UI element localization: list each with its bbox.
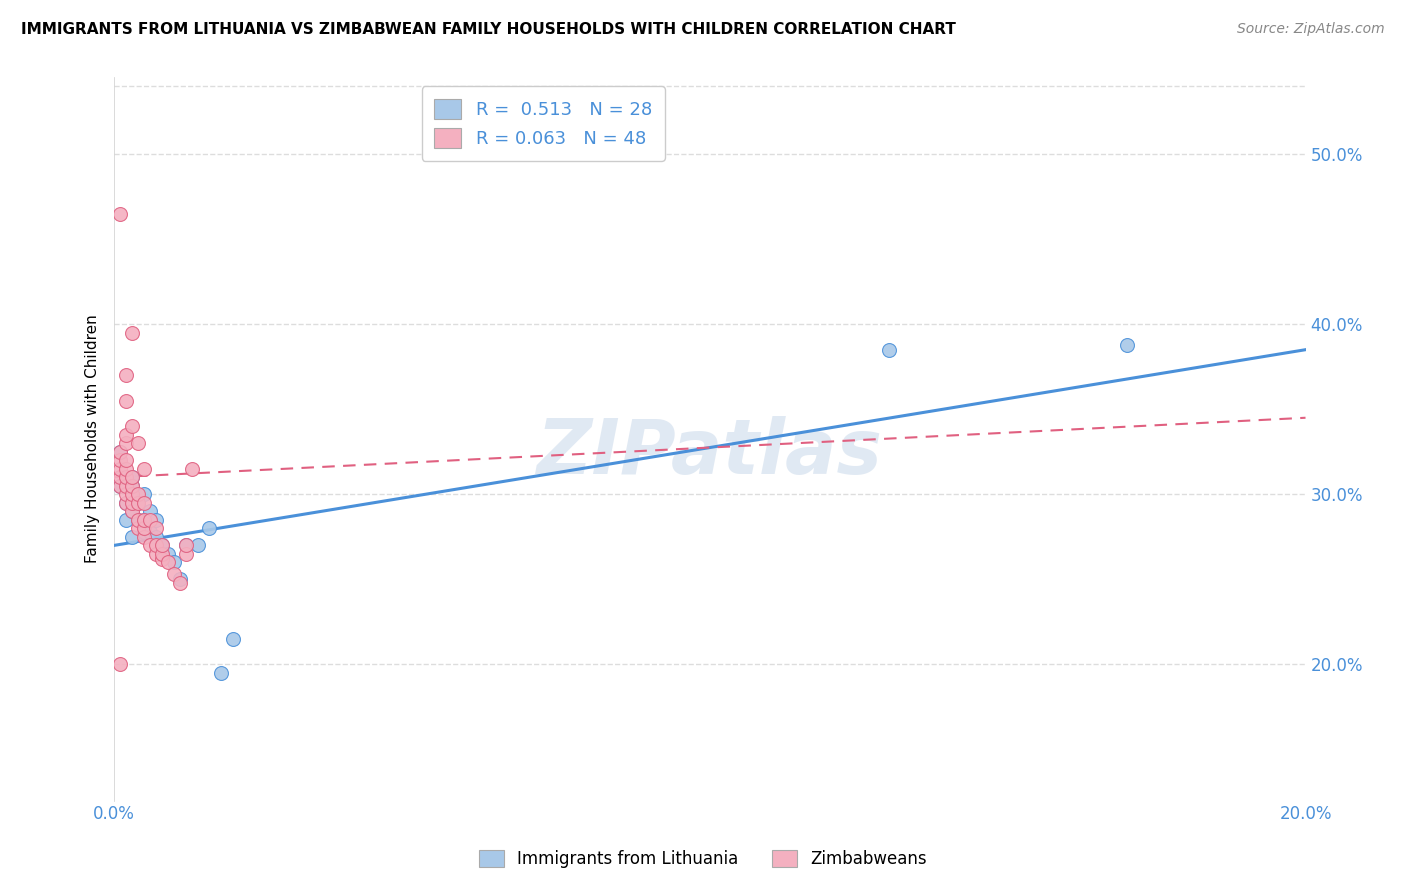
Point (127, 513, 149, 527)
Point (127, 521, 149, 535)
Point (132, 524, 155, 539)
Legend: Immigrants from Lithuania, Zimbabweans: Immigrants from Lithuania, Zimbabweans (472, 843, 934, 875)
Point (132, 487, 155, 501)
Point (115, 436, 138, 450)
Point (145, 538, 167, 552)
Text: ZIPatlas: ZIPatlas (537, 417, 883, 491)
Point (121, 530, 143, 544)
Text: Source: ZipAtlas.com: Source: ZipAtlas.com (1237, 22, 1385, 37)
Point (121, 479, 143, 493)
Point (209, 665, 232, 680)
Point (115, 496, 138, 510)
Point (132, 521, 155, 535)
Point (174, 538, 197, 552)
Point (108, 470, 131, 484)
Point (115, 462, 138, 476)
Point (150, 547, 173, 561)
Point (108, 444, 131, 458)
Point (222, 632, 245, 646)
Point (127, 436, 149, 450)
Point (127, 496, 149, 510)
Point (132, 496, 155, 510)
Point (145, 530, 167, 544)
Point (115, 479, 138, 493)
Point (121, 504, 143, 518)
Point (121, 496, 143, 510)
Legend: R =  0.513   N = 28, R = 0.063   N = 48: R = 0.513 N = 28, R = 0.063 N = 48 (422, 87, 665, 161)
Point (121, 470, 143, 484)
Point (163, 567, 186, 582)
Point (877, 343, 900, 357)
Point (121, 504, 143, 518)
Point (108, 453, 131, 467)
Point (150, 538, 173, 552)
Point (121, 470, 143, 484)
Point (127, 496, 149, 510)
Point (108, 462, 131, 476)
Point (174, 538, 197, 552)
Point (115, 470, 138, 484)
Point (150, 538, 173, 552)
Point (115, 487, 138, 501)
Point (132, 530, 155, 544)
Point (115, 496, 138, 510)
Point (132, 513, 155, 527)
Point (145, 513, 167, 527)
Point (145, 547, 167, 561)
Point (156, 555, 179, 569)
Point (139, 504, 162, 518)
Point (1115, 337, 1137, 351)
Point (108, 206, 131, 220)
Point (127, 513, 149, 527)
Point (127, 487, 149, 501)
Point (115, 427, 138, 442)
Point (187, 538, 209, 552)
Point (169, 575, 191, 590)
Point (121, 326, 143, 340)
Point (108, 444, 131, 458)
Point (174, 547, 197, 561)
Text: IMMIGRANTS FROM LITHUANIA VS ZIMBABWEAN FAMILY HOUSEHOLDS WITH CHILDREN CORRELAT: IMMIGRANTS FROM LITHUANIA VS ZIMBABWEAN … (21, 22, 956, 37)
Point (180, 462, 202, 476)
Point (198, 521, 221, 535)
Point (121, 479, 143, 493)
Point (132, 462, 155, 476)
Point (139, 524, 162, 539)
Point (115, 513, 138, 527)
Point (115, 368, 138, 383)
Point (150, 552, 173, 566)
Point (132, 513, 155, 527)
Point (169, 573, 191, 587)
Point (121, 487, 143, 501)
Point (108, 479, 131, 493)
Y-axis label: Family Households with Children: Family Households with Children (86, 315, 100, 564)
Point (139, 513, 162, 527)
Point (145, 521, 167, 535)
Point (108, 479, 131, 493)
Point (108, 657, 131, 672)
Point (115, 393, 138, 408)
Point (121, 419, 143, 434)
Point (139, 538, 162, 552)
Point (156, 547, 179, 561)
Point (163, 555, 186, 569)
Point (115, 453, 138, 467)
